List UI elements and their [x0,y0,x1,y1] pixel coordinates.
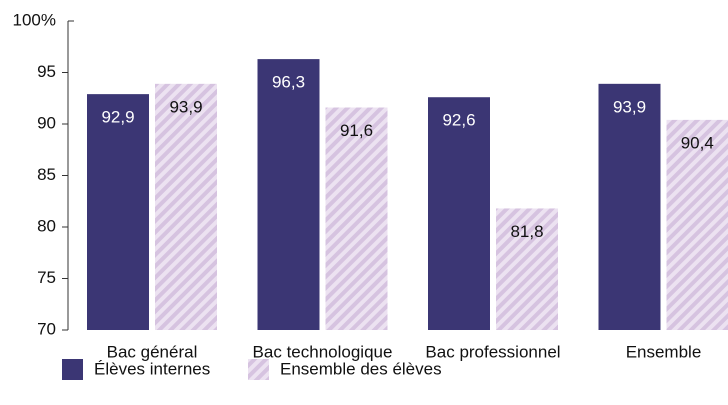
legend-label: Ensemble des élèves [280,359,442,378]
data-label: 90,4 [681,133,714,152]
bar [325,107,388,331]
y-tick-label: 90 [37,113,56,132]
y-tick-label: 80 [37,216,56,235]
x-tick-label: Bac professionnel [425,342,560,361]
data-label: 91,6 [340,121,373,140]
data-label: 96,3 [272,73,305,92]
bar [598,83,661,330]
y-tick-label: 95 [37,62,56,81]
data-label: 93,9 [169,97,202,116]
legend-swatch [248,359,269,380]
bar [496,208,558,330]
y-tick-label: 70 [37,319,56,338]
legend-swatch [62,359,83,380]
x-tick-label: Bac général [107,342,198,361]
data-label: 92,6 [442,111,475,130]
bar [666,119,728,330]
bar [428,97,490,330]
y-tick-label: 85 [37,165,56,184]
x-tick-label: Ensemble [626,342,702,361]
y-tick-label: 75 [37,268,56,287]
bar [87,94,149,330]
legend-label: Élèves internes [94,359,210,378]
y-tick-label: 100% [13,10,56,29]
bar [257,59,320,331]
data-label: 93,9 [613,97,646,116]
data-label: 92,9 [101,108,134,127]
x-tick-label: Bac technologique [253,342,393,361]
bar [155,83,217,330]
data-label: 81,8 [510,222,543,241]
